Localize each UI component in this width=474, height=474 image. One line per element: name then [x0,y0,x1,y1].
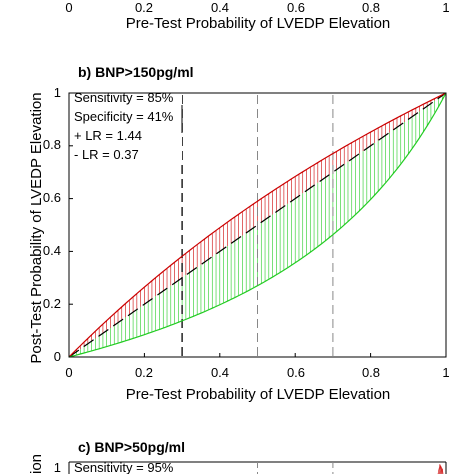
panel-c-y-tick-1: 1 [54,460,61,474]
annotation-sensitivity: Sensitivity = 85% [74,90,174,105]
annotation-specificity: Specificity = 41% [74,109,174,124]
panel-b-annotation-box: Sensitivity = 85% Specificity = 41% + LR… [74,90,174,162]
panel-b-x-tick-1: 0.2 [135,365,153,380]
panel-c-fill-stroke [439,465,442,474]
panel-a-x-axis-title: Pre-Test Probability of LVEDP Elevation [126,15,391,32]
annotation-backdrop [70,89,182,161]
panel-b-y-tick-5: 1 [54,85,61,100]
panel-b-y-tick-4: 0.8 [43,137,61,152]
panel-b-y-axis-title: Post-Test Probability of LVEDP Elevation [28,92,45,363]
panel-c-fill-stroke [442,468,444,474]
panel-a-x-tick-0: 0 [65,0,72,15]
annotation-c-sensitivity: Sensitivity = 95% [74,460,174,474]
panel-a-x-tick-4: 0.8 [362,0,380,15]
panel-b-frame [68,92,447,358]
panel-b-x-axis-title: Pre-Test Probability of LVEDP Elevation [126,386,391,403]
panel-b-y-tick-0: 0 [54,349,61,364]
panel-b-x-tick-2: 0.4 [211,365,229,380]
panel-c-fill-stroke [438,464,441,474]
panel-c-fill-stroke [440,466,442,474]
panel-b-y-tick-3: 0.6 [43,190,61,205]
panel-c-axes [68,461,447,474]
panel-b-series [68,89,447,358]
panel-b-reference-lines [181,95,334,357]
panel-a-x-tick-1: 0.2 [135,0,153,15]
panel-b-axes [68,92,447,358]
panel-b-x-tick-5: 1 [442,365,449,380]
negative-test-curve [68,92,447,358]
annotation-positive-lr: + LR = 1.44 [74,128,142,143]
panel-c-fill-stroke [437,463,441,474]
panel-b-y-tick-2: 0.4 [43,243,61,258]
panel-c-title: c) BNP>50pg/ml [78,439,185,455]
panel-b-x-tick-0: 0 [65,365,72,380]
panel-b-x-tick-3: 0.6 [287,365,305,380]
panel-b-positive-fill [72,94,443,355]
panel-a: 0 0.2 0.4 0.6 0.8 1 Pre-Test Probability… [65,0,449,32]
identity-line [68,92,447,358]
panel-b: b) BNP>150pg/ml Sensitivity = 85% Specif… [28,64,450,403]
panel-c: c) BNP>50pg/ml ion 1 Sensitivity = 95% [28,439,447,474]
panel-b-title: b) BNP>150pg/ml [78,64,194,80]
panel-b-x-tick-4: 0.8 [362,365,380,380]
panel-a-x-tick-5: 1 [442,0,449,15]
panel-a-x-tick-2: 0.4 [211,0,229,15]
annotation-negative-lr: - LR = 0.37 [74,147,139,162]
panel-b-y-tick-1: 0.2 [43,296,61,311]
positive-test-curve [68,92,447,358]
panel-a-x-tick-3: 0.6 [287,0,305,15]
panel-c-y-axis-title-fragment: ion [28,454,45,474]
